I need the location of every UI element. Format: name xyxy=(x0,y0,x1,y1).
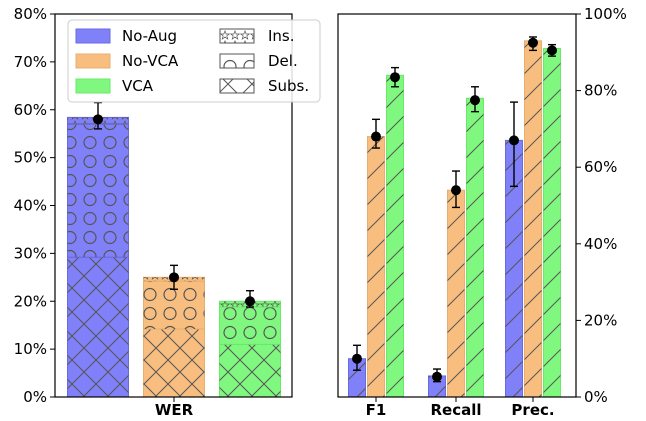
errorbar-Recall-No-VCA-marker xyxy=(451,185,461,196)
legend-swatch-VCA xyxy=(75,78,111,94)
legend-label-No-VCA: No-VCA xyxy=(122,52,179,70)
legend-label-Subs.: Subs. xyxy=(268,77,309,95)
errorbar-Recall-VCA-marker xyxy=(470,95,480,106)
bar-Recall-VCA-hatch xyxy=(466,98,484,397)
errorbar-VCA-marker xyxy=(245,296,255,307)
bar-No-Aug-del-hatch xyxy=(67,124,129,258)
errorbar-F1-No-Aug-marker xyxy=(352,353,362,364)
bar-F1-No-VCA-hatch xyxy=(367,136,385,397)
y-tick-label: 60% xyxy=(14,101,47,119)
y-tick-label: 0% xyxy=(23,388,47,406)
bar-Prec.-VCA-hatch xyxy=(543,48,561,397)
bar-VCA-del-hatch xyxy=(219,306,281,345)
bar-No-Aug-subs-hatch xyxy=(67,257,129,397)
errorbar-F1-No-VCA-marker xyxy=(371,131,381,142)
y-tick-label: 70% xyxy=(14,53,47,71)
bar-Prec.-No-Aug-hatch xyxy=(505,140,523,397)
y-tick-label: 80% xyxy=(584,82,617,100)
y-tick-label: 20% xyxy=(584,311,617,329)
bar-Recall-No-Aug-hatch xyxy=(428,375,446,397)
y-tick-label: 30% xyxy=(14,244,47,262)
plot-frame xyxy=(337,13,577,398)
errorbar-No-Aug-marker xyxy=(93,114,103,125)
y-tick-label: 40% xyxy=(584,235,617,253)
legend-label-No-Aug: No-Aug xyxy=(122,27,177,45)
legend-label-Ins.: Ins. xyxy=(268,27,295,45)
legend-swatch-No-VCA xyxy=(75,53,111,69)
bar-VCA-subs-hatch xyxy=(219,344,281,397)
y-tick-label: 60% xyxy=(584,158,617,176)
legend-box xyxy=(67,19,321,103)
legend-swatch-Del. xyxy=(220,54,254,68)
x-tick-label: Prec. xyxy=(511,401,554,419)
legend-label-Del.: Del. xyxy=(268,52,298,70)
bar-Recall-No-VCA-hatch xyxy=(447,190,465,397)
errorbar-Prec.-No-Aug-marker xyxy=(509,135,519,146)
y-tick-label: 50% xyxy=(14,149,47,167)
x-tick-label: F1 xyxy=(366,401,387,419)
x-tick-label: Recall xyxy=(430,401,481,419)
y-tick-label: 20% xyxy=(14,292,47,310)
bar-F1-VCA-hatch xyxy=(386,75,404,397)
legend-swatch-No-Aug xyxy=(75,28,111,44)
x-tick-label: WER xyxy=(155,401,194,419)
y-tick-label: 80% xyxy=(14,5,47,23)
bar-F1-No-Aug-hatch xyxy=(348,358,366,397)
errorbar-Recall-No-Aug-marker xyxy=(432,371,442,382)
errorbar-Prec.-VCA-marker xyxy=(547,45,557,56)
legend-label-VCA: VCA xyxy=(122,77,154,95)
legend-swatch-Ins. xyxy=(220,29,254,43)
errorbar-No-VCA-marker xyxy=(169,272,179,283)
bar-No-VCA-subs-hatch xyxy=(143,329,205,397)
y-tick-label: 10% xyxy=(14,340,47,358)
errorbar-Prec.-No-VCA-marker xyxy=(528,37,538,48)
wer-panel: 0% 10% 20% 30% 40% 50% 60% 70% 80% WER xyxy=(14,5,293,419)
y-tick-label: 40% xyxy=(14,197,47,215)
errorbar-F1-VCA-marker xyxy=(390,72,400,83)
y-tick-label: 100% xyxy=(584,5,627,23)
legend-swatch-Subs. xyxy=(220,79,254,93)
metrics-panel: 0% 20% 40% 60% 80% 100% F1 Recall Prec. xyxy=(337,5,627,419)
legend: No-Aug No-VCA VCA Ins. Del. Subs. xyxy=(67,19,321,103)
y-tick-label: 0% xyxy=(584,388,608,406)
bar-Prec.-No-VCA-hatch xyxy=(524,40,542,398)
